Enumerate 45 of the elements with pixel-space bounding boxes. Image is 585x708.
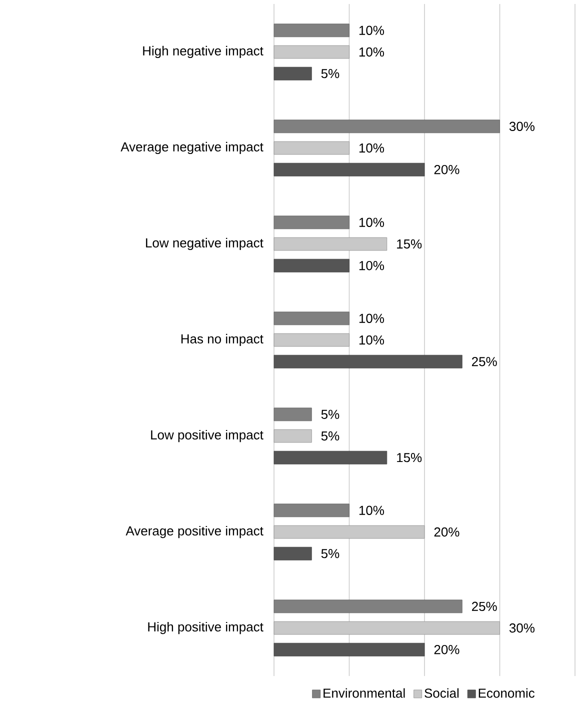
bar [274, 120, 500, 134]
data-label: 10% [359, 26, 384, 35]
bar [274, 216, 350, 230]
data-label: 20% [434, 527, 460, 537]
data-label: 10% [359, 218, 384, 227]
y-tick-label: Has no impact [181, 334, 264, 346]
bar [274, 162, 425, 176]
y-tick-label: Low negative impact [146, 238, 264, 250]
bar [274, 546, 312, 560]
data-label: 15% [397, 239, 422, 249]
data-label: 5% [321, 431, 340, 441]
bar [274, 258, 350, 272]
bar [274, 504, 350, 518]
data-label: 5% [321, 69, 340, 78]
data-label: 5% [321, 549, 340, 558]
data-label: 15% [397, 453, 422, 462]
y-tick-label: Low positive impact [151, 430, 264, 442]
bar [274, 312, 350, 326]
data-label: 10% [359, 143, 384, 153]
data-label: 30% [509, 122, 534, 131]
y-tick-label: Average negative impact [120, 142, 264, 154]
bar [274, 642, 425, 656]
data-label: 10% [359, 335, 384, 345]
data-label: 5% [321, 410, 340, 419]
data-label: 10% [359, 314, 384, 323]
bar [274, 600, 462, 614]
y-tick-label: Average positive impact [126, 526, 264, 538]
data-label: 10% [359, 47, 384, 57]
y-tick-label: High negative impact [143, 46, 264, 58]
data-label: 30% [509, 623, 534, 633]
data-label: 10% [359, 260, 384, 270]
bar [274, 408, 312, 422]
bar [274, 66, 312, 80]
legend-label: Social [424, 688, 459, 698]
legend-label: Economic [478, 688, 535, 698]
data-label: 25% [472, 356, 497, 366]
data-label: 20% [434, 644, 460, 654]
y-tick-label: High positive impact [148, 622, 264, 634]
data-label: 20% [434, 164, 460, 174]
bar [274, 450, 388, 464]
bar [274, 24, 350, 38]
bar [274, 354, 462, 368]
legend-label: Environmental [324, 688, 405, 698]
data-label: 10% [359, 506, 384, 515]
data-label: 25% [472, 602, 497, 611]
